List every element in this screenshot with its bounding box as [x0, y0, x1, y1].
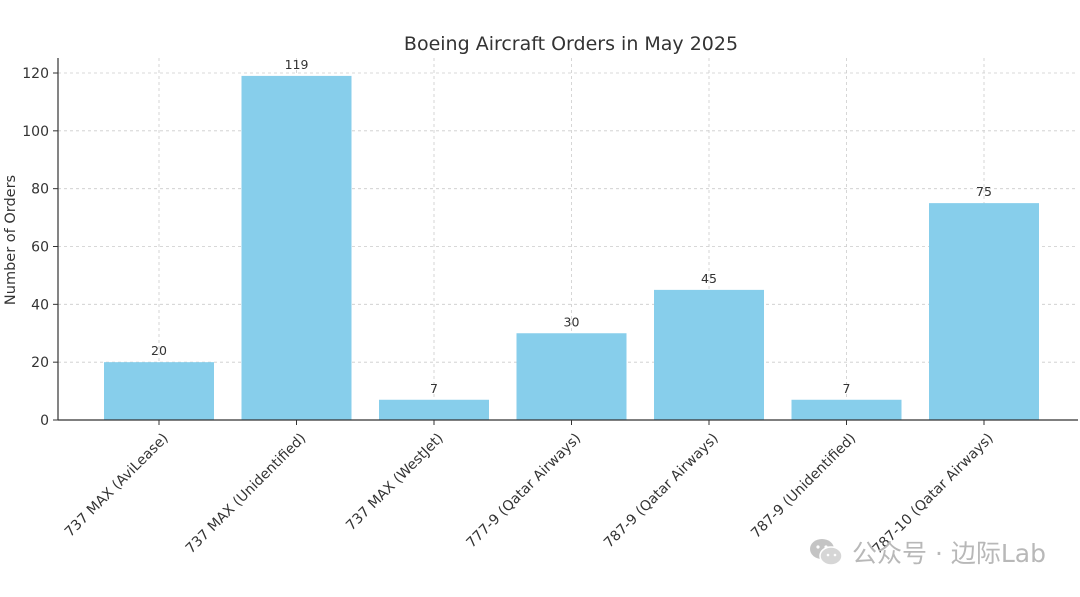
data-label: 7: [430, 381, 438, 396]
y-tick-label: 20: [31, 355, 49, 371]
data-label: 30: [564, 314, 580, 329]
data-label: 119: [285, 57, 309, 72]
x-tick-label: 787-9 (Unidentified): [748, 430, 859, 541]
bars: [104, 75, 1039, 421]
bar: [379, 399, 489, 420]
data-label: 45: [701, 271, 717, 286]
bar: [791, 399, 902, 420]
x-tick-label: 787-9 (Qatar Airways): [601, 430, 722, 551]
y-tick-label: 80: [31, 182, 49, 198]
bar: [516, 333, 627, 420]
bar: [654, 289, 764, 420]
y-tick-label: 60: [31, 240, 49, 256]
data-label: 75: [976, 184, 992, 199]
bar: [241, 75, 352, 421]
y-tick-label: 120: [22, 66, 49, 82]
watermark: 公众号 · 边际Lab: [808, 532, 1046, 572]
data-label: 7: [843, 381, 851, 396]
y-axis-label: Number of Orders: [3, 175, 19, 305]
labels: 20 119 7 30 45 7 75 0 20 40 60 80 100 120 737 MAX (Avi…: [3, 33, 997, 557]
bar: [104, 362, 214, 420]
data-label: 20: [151, 343, 167, 358]
y-tick-label: 40: [31, 297, 49, 313]
chart-title: Boeing Aircraft Orders in May 2025: [404, 33, 738, 55]
x-tick-label: 777-9 (Qatar Airways): [464, 430, 585, 551]
bar: [929, 203, 1039, 420]
watermark-text: 公众号 · 边际Lab: [852, 539, 1046, 568]
y-tick-label: 100: [22, 124, 49, 140]
axes: [53, 58, 1078, 425]
wechat-icon: [810, 539, 843, 566]
x-tick-label: 737 MAX (WestJet): [343, 430, 447, 534]
y-tick-label: 0: [40, 413, 49, 429]
x-tick-label: 737 MAX (AviLease): [62, 430, 172, 540]
x-tick-label: 737 MAX (Unidentified): [183, 430, 309, 556]
